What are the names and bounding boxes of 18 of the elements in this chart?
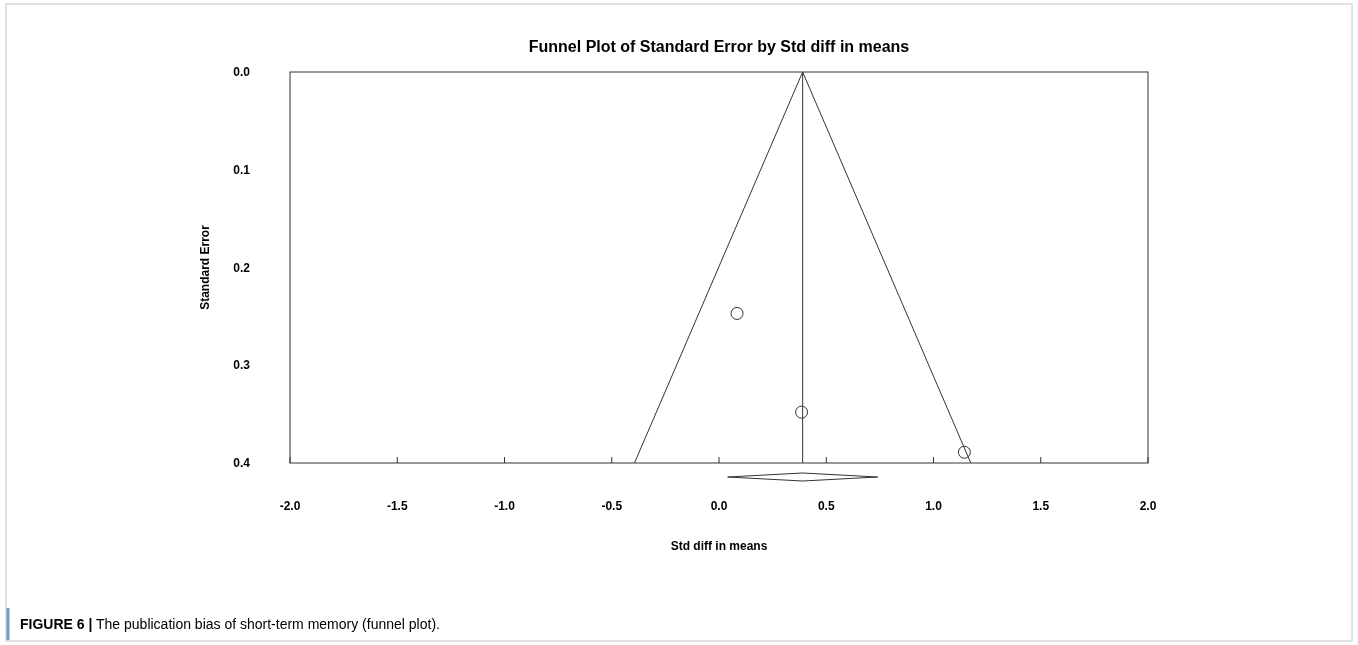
x-tick-label: 1.0: [925, 499, 943, 513]
chart-title: Funnel Plot of Standard Error by Std diff in means: [528, 38, 910, 55]
y-axis-title: Standard Error: [198, 224, 212, 310]
x-tick-label: -0.5: [601, 499, 623, 513]
x-axis-title: Std diff in means: [670, 539, 768, 553]
x-tick-label: 1.5: [1032, 499, 1050, 513]
y-tick-label: 0.2: [233, 260, 251, 275]
x-tick-label: 0.0: [710, 499, 728, 513]
y-tick-label: 0.0: [233, 65, 251, 79]
caption: FIGURE 6 | The publication bias of short-term memory (funnel plot).: [20, 616, 440, 632]
x-tick-label: -2.0: [279, 499, 301, 513]
x-tick-label: -1.0: [494, 499, 516, 513]
y-tick-label: 0.4: [233, 456, 251, 470]
x-tick-label: 0.5: [817, 499, 835, 513]
y-tick-label: 0.1: [233, 162, 251, 177]
x-tick-label: 2.0: [1139, 499, 1157, 513]
x-tick-label: -1.5: [386, 499, 408, 513]
y-tick-label: 0.3: [233, 358, 251, 373]
